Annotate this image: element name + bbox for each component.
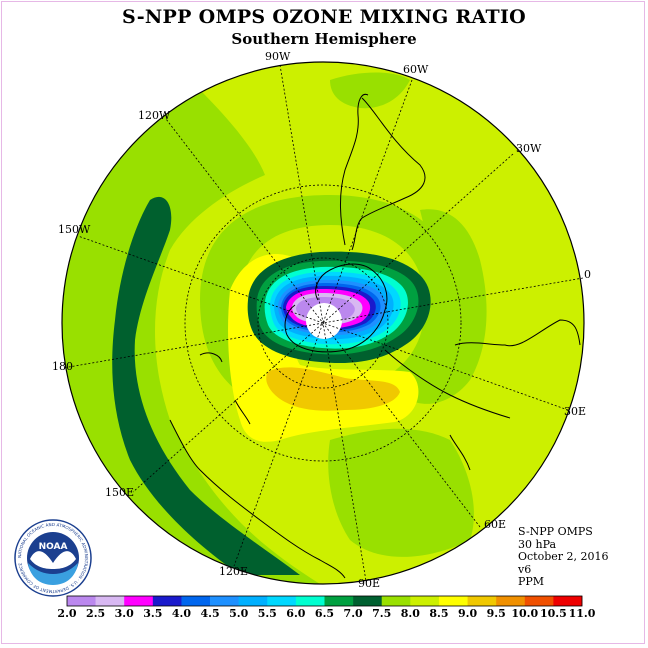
colorbar-tick-label: 7.0 (343, 607, 363, 620)
colorbar-tick-label: 8.0 (400, 607, 420, 620)
lon-label-90e: 90E (358, 577, 381, 590)
info-units: PPM (518, 575, 545, 588)
colorbar-tick-label: 9.0 (457, 607, 478, 620)
colorbar-tick-label: 10.0 (511, 607, 539, 620)
lon-label-180: 180 (52, 360, 73, 373)
info-version: v6 (518, 562, 532, 576)
map-title: S-NPP OMPS OZONE MIXING RATIO (121, 6, 527, 28)
coast-new-zealand (199, 352, 251, 425)
colorbar-tick-label: 4.0 (171, 607, 192, 620)
lon-label-120e: 120E (219, 565, 249, 578)
field-band-dark-green (112, 196, 300, 576)
coast-south-america (339, 93, 426, 251)
colorbar-tick-label: 2.5 (86, 607, 106, 620)
map-subtitle: Southern Hemisphere (231, 30, 417, 48)
coast-australia (169, 419, 346, 579)
coast-antarctic-peninsula (284, 263, 388, 353)
lon-label-0: 0 (584, 268, 591, 281)
colorbar-tick-label: 2.0 (57, 607, 77, 620)
lon-label-120w: 120W (138, 109, 171, 122)
field-band-top (330, 72, 410, 109)
meridian-30e-150w (77, 235, 569, 411)
colorbar-tick-label: 6.0 (286, 607, 306, 620)
info-level: 30 hPa (518, 537, 557, 551)
meridian-30w-150e (132, 153, 514, 493)
lon-label-30w: 30W (516, 142, 542, 155)
lon-label-90w: 90W (265, 50, 291, 63)
lon-label-30e: 30E (564, 405, 587, 418)
colorbar-tick-label: 7.5 (372, 607, 392, 620)
colorbar-tick-label: 10.5 (539, 607, 567, 620)
noaa-logo: NOAA NATIONAL OCEANIC AND ATMOSPHERIC AD… (14, 519, 92, 597)
coastlines (169, 93, 581, 579)
graticule (62, 64, 584, 582)
noaa-logo-text: NOAA (39, 542, 68, 552)
colorbar-tick-label: 9.5 (486, 607, 506, 620)
lon-label-150w: 150W (58, 223, 91, 236)
coast-east-antarctica (384, 349, 511, 471)
field-band-southeast (328, 428, 474, 557)
info-instrument: S-NPP OMPS (518, 525, 593, 538)
lon-label-60w: 60W (403, 63, 429, 76)
info-date: October 2, 2016 (518, 550, 609, 563)
colorbar-tick-label: 11.0 (568, 607, 596, 620)
field-band-outer-west (62, 90, 320, 584)
map-boundary (61, 61, 585, 585)
colorbar-tick-label: 6.5 (314, 607, 335, 620)
latitude-circle-inner (257, 257, 389, 389)
colorbar-tick-label: 3.5 (143, 607, 163, 620)
info-block: S-NPP OMPS 30 hPa October 2, 2016 v6 PPM (518, 525, 609, 589)
lon-label-60e: 60E (484, 518, 507, 531)
colorbar-tick-label: 5.0 (229, 607, 249, 620)
colorbar-tick-label: 8.5 (429, 607, 449, 620)
field-gold (266, 367, 400, 411)
meridian-60e-120w (165, 118, 481, 528)
coast-africa (454, 319, 581, 347)
colorbar-tick-label: 3.0 (114, 607, 134, 620)
latitude-circle-mid (184, 184, 462, 462)
colorbar-tick-label: 5.5 (257, 607, 277, 620)
lon-label-150e: 150E (105, 486, 135, 499)
colorbar-tick-label: 4.5 (200, 607, 220, 620)
